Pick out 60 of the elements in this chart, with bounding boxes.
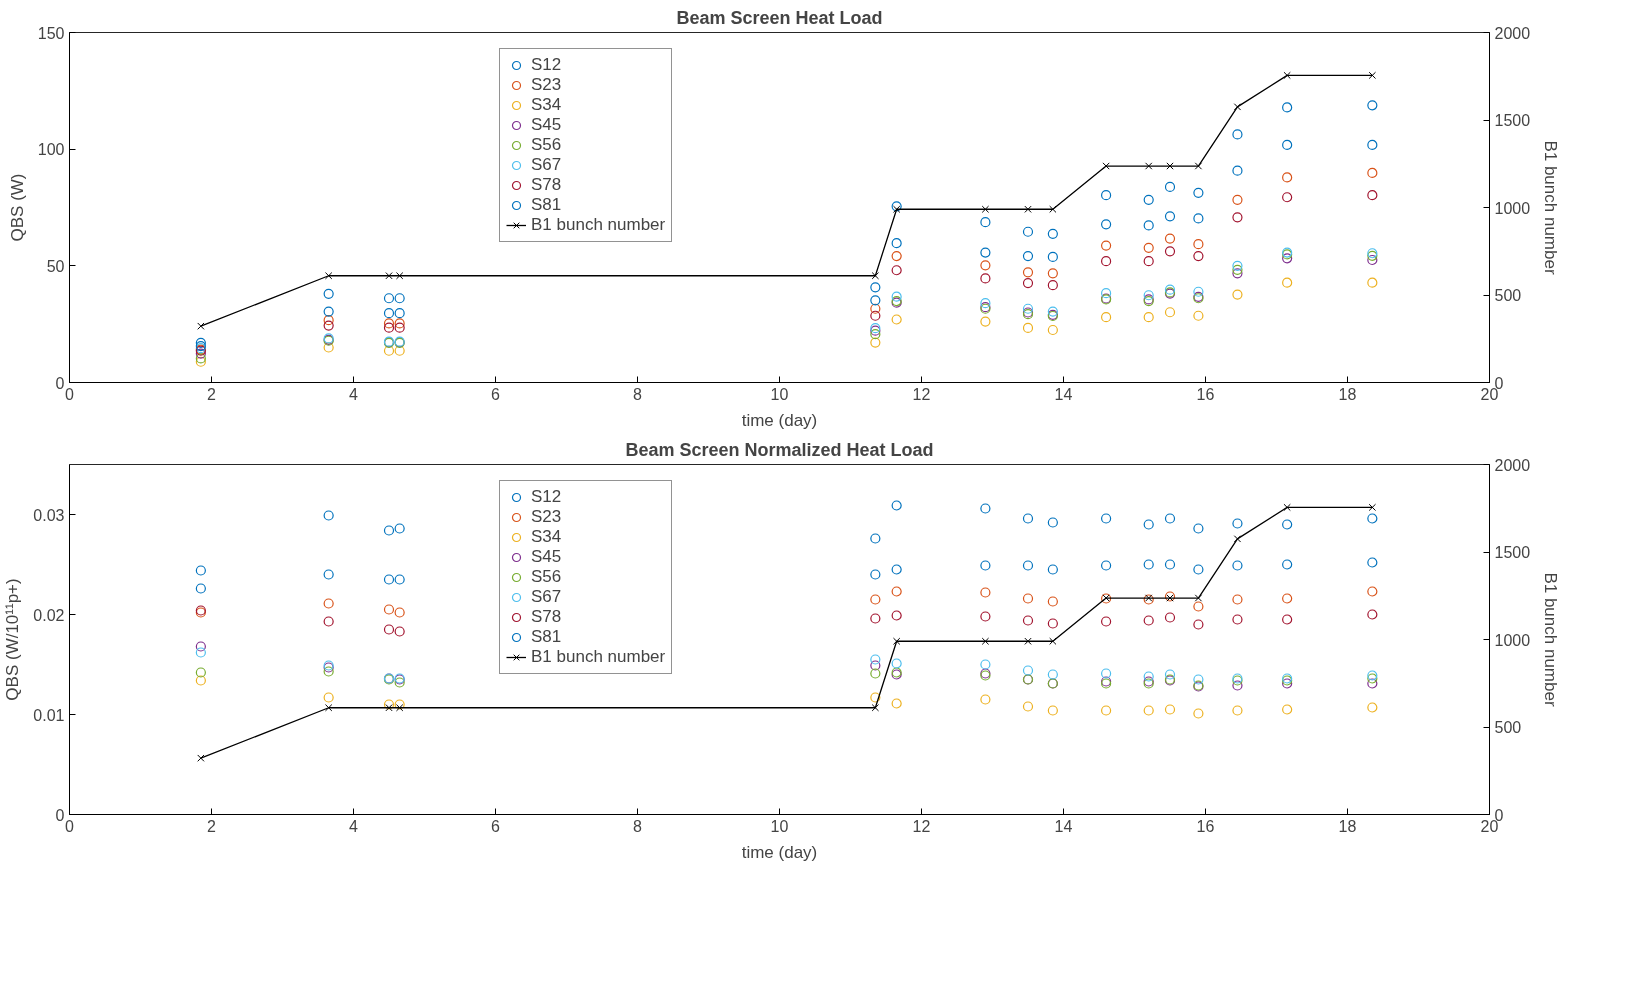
y2-tick-label: 1000: [1494, 631, 1531, 649]
y-axis-title: QBS (W): [7, 173, 27, 242]
y-tick-label: 0: [55, 374, 65, 392]
x-tick-label: 16: [1196, 817, 1215, 835]
legend-label: S23: [531, 507, 562, 527]
y2-tick-label: 1500: [1494, 544, 1531, 561]
y-tick-label: 0.02: [33, 606, 65, 624]
legend-label: S12: [531, 487, 562, 507]
y2-tick-label: 500: [1494, 287, 1522, 304]
x-axis-title: time (day): [741, 842, 818, 862]
chart-title: Beam Screen Normalized Heat Load: [625, 439, 934, 460]
y2-axis-title: B1 bunch number: [1541, 572, 1561, 707]
x-tick-label: 4: [349, 817, 359, 835]
x-tick-label: 14: [1054, 817, 1073, 835]
legend-label: S78: [531, 175, 562, 195]
legend-label: S81: [531, 195, 562, 215]
legend-label: S78: [531, 607, 562, 627]
x-tick-label: 8: [633, 385, 643, 403]
y2-tick-label: 2000: [1494, 456, 1531, 474]
x-tick-label: 6: [491, 385, 501, 403]
x-tick-label: 2: [207, 385, 217, 403]
x-tick-label: 4: [349, 385, 359, 403]
chart-title: Beam Screen Heat Load: [676, 7, 883, 28]
legend-label: B1 bunch number: [531, 215, 666, 235]
legend-label: S67: [531, 587, 562, 607]
legend-label: S67: [531, 155, 562, 175]
legend-label: S12: [531, 55, 562, 75]
legend-label: B1 bunch number: [531, 647, 666, 667]
y2-axis-title: B1 bunch number: [1541, 140, 1561, 275]
x-tick-label: 10: [770, 817, 789, 835]
x-axis-title: time (day): [741, 410, 818, 430]
x-tick-label: 10: [770, 385, 789, 403]
y2-tick-label: 1500: [1494, 112, 1531, 129]
x-tick-label: 6: [491, 817, 501, 835]
legend-label: S34: [531, 527, 562, 547]
legend-label: S45: [531, 115, 562, 135]
y-tick-label: 100: [37, 141, 65, 159]
y2-tick-label: 500: [1494, 719, 1522, 736]
x-tick-label: 2: [207, 817, 217, 835]
y2-tick-label: 2000: [1494, 24, 1531, 42]
y-tick-label: 0.01: [33, 706, 65, 724]
legend-label: S23: [531, 75, 562, 95]
x-tick-label: 8: [633, 817, 643, 835]
x-tick-label: 14: [1054, 385, 1073, 403]
y-axis-title: QBS (W/10¹¹p+): [3, 578, 23, 701]
y-tick-label: 150: [37, 24, 65, 42]
legend-label: S34: [531, 95, 562, 115]
x-tick-label: 18: [1338, 817, 1357, 835]
legend-label: S56: [531, 567, 562, 587]
x-tick-label: 16: [1196, 385, 1215, 403]
y2-tick-label: 1000: [1494, 199, 1531, 217]
legend-label: S56: [531, 135, 562, 155]
legend-label: S45: [531, 547, 562, 567]
legend-label: S81: [531, 627, 562, 647]
y-tick-label: 50: [46, 257, 65, 275]
x-tick-label: 12: [912, 385, 931, 403]
x-tick-label: 18: [1338, 385, 1357, 403]
y-tick-label: 0: [55, 806, 65, 824]
y-tick-label: 0.03: [33, 506, 65, 524]
x-tick-label: 12: [912, 817, 931, 835]
